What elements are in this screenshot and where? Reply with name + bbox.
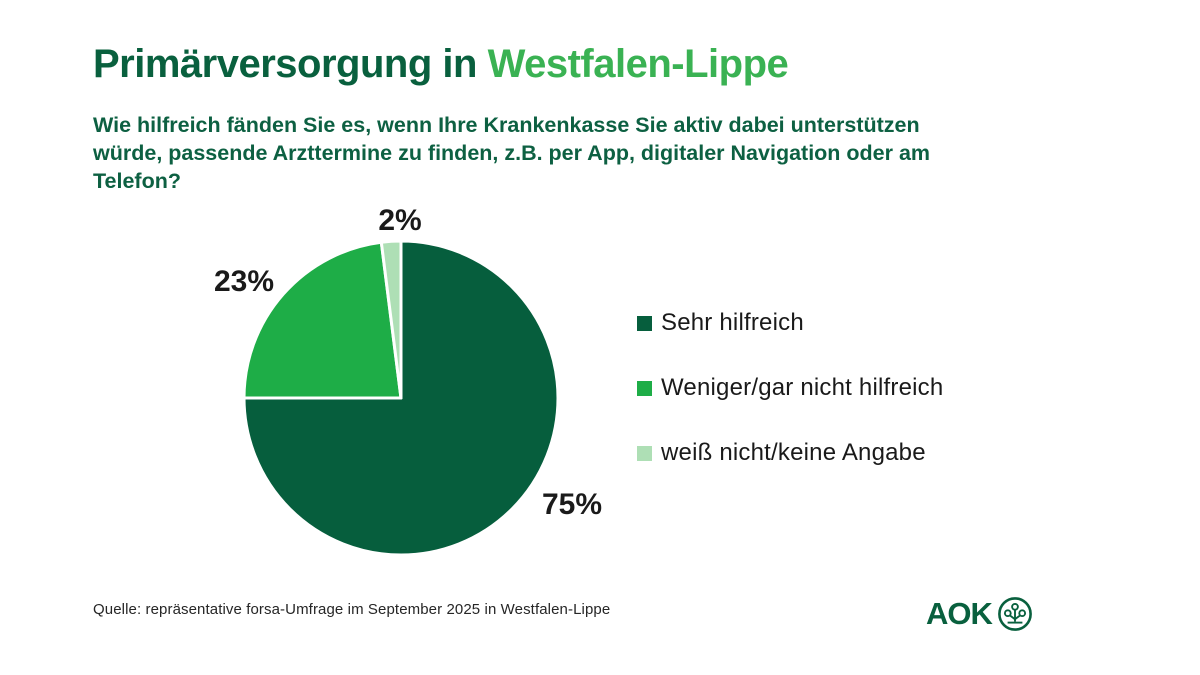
legend-label: weiß nicht/keine Angabe [661, 439, 926, 466]
pie-label-weiss-nicht: 2% [378, 204, 422, 237]
aok-logo: AOK [926, 596, 1033, 632]
legend-label: Sehr hilfreich [661, 309, 804, 336]
legend-item-sehr-hilfreich: Sehr hilfreich [637, 309, 943, 337]
pie-chart-svg [242, 239, 560, 557]
legend-label: Weniger/gar nicht hilfreich [661, 374, 944, 401]
title-highlight: Westfalen-Lippe [487, 42, 789, 86]
pie-slice-0 [242, 239, 560, 557]
question-line-2: würde, passende Arzttermine zu finden, z… [93, 141, 931, 165]
pie-label-sehr: 75% [541, 488, 603, 521]
legend-item-weiss-nicht: weiß nicht/keine Angabe [637, 439, 943, 467]
pie-chart [240, 237, 562, 559]
pie-label-weniger: 23% [213, 265, 275, 298]
title-main: Primärversorgung in [93, 42, 488, 86]
source-note: Quelle: repräsentative forsa-Umfrage im … [93, 601, 611, 618]
pie-slice-2 [379, 239, 403, 400]
question-line-3: Telefon? [93, 169, 181, 193]
legend: Sehr hilfreich Weniger/gar nicht hilfrei… [637, 309, 943, 504]
legend-swatch-light-green [637, 445, 652, 461]
legend-swatch-dark-green [637, 315, 652, 331]
question-line-1: Wie hilfreich fänden Sie es, wenn Ihre K… [93, 113, 920, 137]
legend-item-weniger-hilfreich: Weniger/gar nicht hilfreich [637, 374, 943, 402]
survey-question: Wie hilfreich fänden Sie es, wenn Ihre K… [93, 111, 930, 195]
legend-swatch-green [637, 380, 652, 396]
aok-logo-text: AOK [926, 596, 993, 631]
pie-slice-1 [242, 240, 403, 400]
page-title: Primärversorgung in Westfalen-Lippe [93, 42, 789, 87]
aok-tree-icon [997, 597, 1032, 631]
